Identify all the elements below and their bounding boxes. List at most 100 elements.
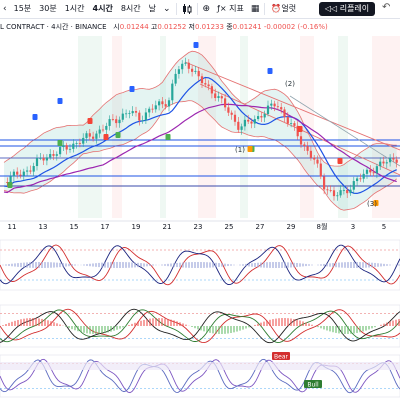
- timeframe-8h[interactable]: 8시간: [120, 4, 141, 13]
- bull-tag: [304, 380, 322, 388]
- histogram-bar: [341, 262, 343, 268]
- histogram-bar: [44, 262, 46, 268]
- candle-body: [200, 76, 204, 84]
- toolbar-divider: [264, 3, 266, 15]
- candle-body: [257, 116, 260, 120]
- candle-body: [92, 136, 95, 139]
- histogram-bar: [227, 263, 229, 267]
- macd-bar: [275, 318, 277, 326]
- histogram-bar: [257, 262, 259, 268]
- histogram-bar: [353, 262, 355, 268]
- candle-body: [134, 111, 138, 113]
- timeframe-15m[interactable]: 15분: [13, 4, 32, 13]
- candle-body: [105, 125, 108, 130]
- macd-bar: [140, 320, 142, 326]
- histogram-bar: [296, 263, 298, 267]
- indicators-button[interactable]: ƒ× 지표: [213, 0, 248, 18]
- timeframe-dropdown-icon[interactable]: ⌄: [163, 4, 171, 14]
- candle-body: [329, 190, 332, 192]
- candle-body: [233, 114, 237, 122]
- alert-button[interactable]: ⏰얼럿: [267, 0, 300, 18]
- layout-grid-icon[interactable]: ▦: [250, 4, 260, 14]
- macd-bar: [134, 322, 136, 326]
- histogram-bar: [233, 264, 235, 266]
- histogram-bar: [131, 262, 133, 268]
- macd-bar: [284, 318, 286, 326]
- histogram-bar: [140, 263, 142, 267]
- undo-icon[interactable]: ↶: [382, 2, 391, 13]
- timeframe-30m[interactable]: 30분: [39, 4, 57, 13]
- histogram-bar: [20, 262, 22, 268]
- macd-bar: [152, 318, 154, 326]
- macd-bar: [158, 318, 160, 326]
- timeframe-1h[interactable]: 1시간: [64, 4, 85, 13]
- macd-bar: [194, 326, 196, 329]
- histogram-bar: [191, 262, 193, 268]
- candle-body: [148, 108, 151, 113]
- histogram-bar: [311, 264, 313, 266]
- macd-bar: [86, 326, 88, 334]
- histogram-bar: [212, 262, 214, 268]
- candle-style-icon[interactable]: [179, 0, 195, 18]
- macd-bar: [17, 319, 19, 326]
- macd-bar: [287, 318, 289, 326]
- histogram-bar: [56, 262, 58, 268]
- histogram-bar: [305, 263, 307, 267]
- candle-body: [138, 112, 141, 121]
- histogram-bar: [173, 263, 175, 267]
- histogram-bar: [32, 262, 34, 268]
- timeframe-1d[interactable]: 날: [148, 4, 156, 13]
- x-axis-label: 13: [39, 223, 48, 231]
- histogram-bar: [29, 262, 31, 268]
- macd-bar: [308, 323, 310, 326]
- macd-bar: [326, 326, 328, 331]
- histogram-bar: [86, 264, 88, 266]
- macd-bar: [71, 326, 73, 330]
- candle-body: [359, 178, 362, 180]
- candle-body: [362, 173, 365, 179]
- histogram-bar: [197, 262, 199, 268]
- symbol-name[interactable]: L CONTRACT · 4시간 · BINANCE: [0, 23, 107, 31]
- sell-marker: [87, 118, 93, 124]
- macd-bar: [59, 324, 61, 326]
- candle-body: [59, 147, 62, 155]
- candle-body: [65, 145, 68, 150]
- open-label: 시: [113, 23, 120, 31]
- histogram-bar: [200, 262, 202, 268]
- stochastic-line: [0, 244, 400, 286]
- replay-button[interactable]: ◁◁ 리플레이: [319, 2, 375, 16]
- histogram-bar: [65, 263, 67, 267]
- histogram-bar: [356, 262, 358, 268]
- macd-bar: [395, 319, 397, 326]
- candle-body: [158, 101, 161, 106]
- histogram-bar: [242, 264, 244, 266]
- candle-body: [6, 182, 9, 183]
- compare-add-icon[interactable]: ⊕: [202, 4, 211, 14]
- histogram-bar: [182, 262, 184, 268]
- candle-body: [9, 176, 12, 183]
- histogram-bar: [98, 262, 100, 268]
- timeframe-4h[interactable]: 4시간: [92, 4, 113, 13]
- macd-bar: [281, 318, 283, 326]
- macd-line: [0, 308, 400, 344]
- histogram-bar: [317, 264, 319, 266]
- macd-bar: [155, 318, 157, 326]
- x-axis-label: 19: [132, 223, 141, 231]
- trend-line-mid: [289, 95, 400, 167]
- macd-bar: [344, 326, 346, 334]
- histogram-bar: [74, 264, 76, 266]
- macd-bar: [11, 321, 13, 326]
- chevron-left-icon[interactable]: ‹: [3, 4, 7, 14]
- histogram-bar: [164, 264, 166, 266]
- histogram-bar: [47, 262, 49, 268]
- macd-bar: [191, 326, 193, 327]
- candle-body: [164, 104, 167, 107]
- session-stripe: [112, 36, 122, 218]
- candle-body: [389, 158, 392, 163]
- histogram-bar: [326, 263, 328, 267]
- bull-tag-label: Bull: [307, 382, 319, 389]
- histogram-bar: [266, 262, 268, 268]
- macd-bar: [233, 326, 235, 333]
- histogram-bar: [293, 262, 295, 268]
